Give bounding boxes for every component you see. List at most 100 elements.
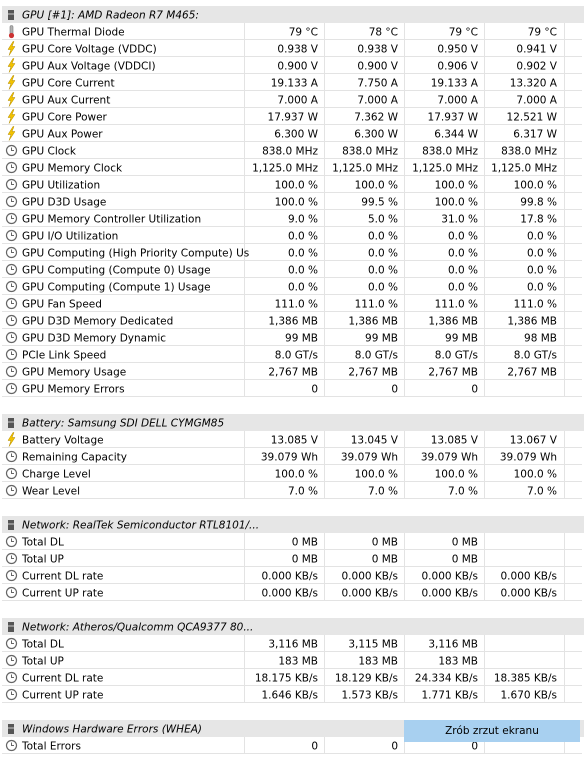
sensor-row: Wear Level 7.0 % 7.0 % 7.0 % 7.0 %	[2, 482, 582, 499]
clock-hands	[11, 487, 14, 491]
sensor-row: Total DL 3,116 MB 3,115 MB 3,116 MB	[2, 635, 582, 652]
section-header: GPU [#1]: AMD Radeon R7 M465:	[2, 6, 584, 23]
sensor-value: 111.0 %	[514, 299, 557, 311]
sensor-value: 0.0 %	[368, 282, 398, 294]
bolt-icon	[7, 92, 16, 107]
sensor-label: Charge Level	[22, 469, 91, 481]
sensor-value: 0.000 KB/s	[501, 588, 558, 600]
bolt-icon	[7, 126, 16, 141]
clock-hands	[11, 266, 14, 270]
sensor-value: 13.085 V	[431, 435, 479, 447]
sensor-value: 78 °C	[369, 27, 398, 39]
sensor-value: 838.0 MHz	[422, 146, 478, 158]
clock-hands	[11, 283, 14, 287]
sensor-row: Total Errors 0 0 0	[2, 737, 582, 754]
sensor-value: 7.0 %	[527, 486, 557, 498]
sensor-value: 0 MB	[292, 537, 318, 549]
sensor-value: 13.067 V	[510, 435, 558, 447]
clock-hands	[11, 147, 14, 151]
sensor-value: 1.646 KB/s	[262, 690, 319, 702]
sensor-value: 838.0 MHz	[501, 146, 557, 158]
sensor-value: 13.320 A	[510, 78, 558, 90]
sensor-value: 79 °C	[449, 27, 478, 39]
sensor-value: 0.000 KB/s	[501, 571, 558, 583]
sensor-value: 0.000 KB/s	[422, 571, 479, 583]
clock-hands	[11, 385, 14, 389]
sensor-value: 0.0 %	[368, 248, 398, 260]
header-icon	[8, 622, 14, 632]
sensor-value: 8.0 GT/s	[514, 350, 557, 362]
sensor-value: 3,115 MB	[348, 639, 398, 651]
sensor-value: 8.0 GT/s	[355, 350, 398, 362]
sensor-value: 6.300 W	[354, 129, 398, 141]
sensor-value: 0.0 %	[448, 282, 478, 294]
sensor-row: GPU Clock 838.0 MHz 838.0 MHz 838.0 MHz 838.…	[2, 142, 582, 159]
header-bg	[2, 414, 584, 431]
sensor-row: GPU D3D Memory Dedicated 1,386 MB 1,386 MB…	[2, 312, 582, 329]
sensor-label: GPU D3D Memory Dynamic	[22, 333, 166, 345]
sensor-value: 183 MB	[438, 656, 478, 668]
sensor-value: 1,125.0 MHz	[491, 163, 557, 175]
sensor-value: 7.000 A	[516, 95, 557, 107]
sensor-value: 0.0 %	[527, 282, 557, 294]
sensor-value: 6.317 W	[513, 129, 557, 141]
clock-hands	[11, 470, 14, 474]
sensor-label: Total DL	[21, 639, 64, 651]
sensor-value: 9.0 %	[288, 214, 318, 226]
sensor-value: 7.000 A	[357, 95, 398, 107]
sensor-value: 0.902 V	[516, 61, 557, 73]
screenshot-button[interactable]: Zrób zrzut ekranu	[404, 720, 580, 742]
sensor-value: 1.670 KB/s	[501, 690, 558, 702]
sensor-label: PCIe Link Speed	[22, 350, 106, 362]
sensor-row: GPU Computing (High Priority Compute) Us…	[2, 244, 582, 261]
clock-hands	[11, 317, 14, 321]
clock-hands	[11, 555, 14, 559]
clock-hands	[11, 249, 14, 253]
sensor-value: 2,767 MB	[428, 367, 478, 379]
sensor-value: 0.906 V	[437, 61, 478, 73]
sensor-value: 100.0 %	[435, 197, 478, 209]
sensor-value: 99.8 %	[520, 197, 557, 209]
sensor-row: Charge Level 100.0 % 100.0 % 100.0 % 100.0 %	[2, 465, 582, 482]
sensor-label: GPU Aux Power	[22, 129, 103, 141]
sensor-value: 111.0 %	[355, 299, 398, 311]
sensor-value: 0.941 V	[516, 44, 557, 56]
section-title: GPU [#1]: AMD Radeon R7 M465:	[22, 10, 199, 22]
header-bg	[2, 516, 584, 533]
clock-hands	[11, 640, 14, 644]
sensor-value: 0.0 %	[288, 248, 318, 260]
sensor-label: GPU Computing (High Priority Compute) Us	[22, 248, 249, 260]
sensor-label: GPU Memory Controller Utilization	[22, 214, 201, 226]
sensor-value: 7.362 W	[354, 112, 398, 124]
sensor-label: Wear Level	[22, 486, 80, 498]
sensor-value: 79 °C	[289, 27, 318, 39]
sensor-value: 2,767 MB	[348, 367, 398, 379]
sensor-value: 0.938 V	[357, 44, 398, 56]
sensor-value: 19.133 A	[271, 78, 319, 90]
bolt-icon	[7, 58, 16, 73]
sensor-row: GPU Aux Power 6.300 W 6.300 W 6.344 W 6.317 …	[2, 125, 582, 142]
sensor-label: Current UP rate	[22, 690, 103, 702]
sensor-row: GPU I/O Utilization 0.0 % 0.0 % 0.0 % 0.0 %	[2, 227, 582, 244]
sensor-label: GPU Memory Clock	[22, 163, 123, 175]
sensor-label: Remaining Capacity	[22, 452, 127, 464]
clock-hands	[11, 164, 14, 168]
sensor-row: GPU Core Current 19.133 A 7.750 A 19.133 A 1…	[2, 74, 582, 91]
sensor-value: 100.0 %	[514, 469, 557, 481]
sensor-row: GPU Computing (Compute 0) Usage 0.0 % 0.0 …	[2, 261, 582, 278]
sensor-value: 99.5 %	[361, 197, 398, 209]
sensor-value: 1,386 MB	[507, 316, 557, 328]
header-icon	[8, 724, 14, 734]
sensor-value: 7.0 %	[288, 486, 318, 498]
sensor-value: 6.344 W	[434, 129, 478, 141]
sensor-value: 1,386 MB	[428, 316, 478, 328]
sensor-row: GPU D3D Usage 100.0 % 99.5 % 100.0 % 99.8 %	[2, 193, 582, 210]
sensor-row: GPU Aux Voltage (VDDCI) 0.900 V 0.900 V 0.9…	[2, 57, 582, 74]
sensor-row: Battery Voltage 13.085 V 13.045 V 13.085 V 1…	[2, 431, 582, 448]
sensor-value: 12.521 W	[507, 112, 558, 124]
clock-hands	[11, 674, 14, 678]
sensor-label: Current DL rate	[22, 571, 103, 583]
sensor-label: Current DL rate	[22, 673, 103, 685]
sensor-value: 111.0 %	[275, 299, 318, 311]
